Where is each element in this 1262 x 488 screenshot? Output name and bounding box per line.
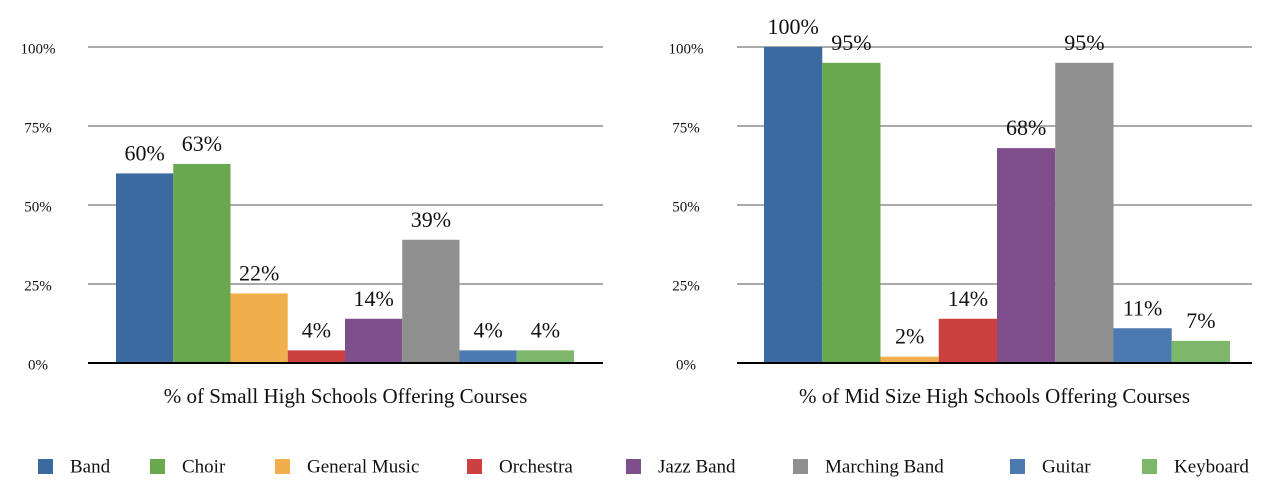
legend-swatch [1142, 459, 1157, 474]
bar [459, 350, 517, 363]
x-axis-label: % of Small High Schools Offering Courses [164, 384, 528, 408]
legend-label: Jazz Band [658, 456, 736, 477]
bar [822, 62, 881, 364]
bar [880, 356, 939, 363]
bar [345, 318, 403, 363]
value-label: 68% [1006, 115, 1046, 140]
value-label: 4% [473, 317, 502, 342]
y-tick-label: 0% [28, 357, 48, 373]
value-label: 14% [353, 286, 393, 311]
legend-label: General Music [307, 456, 419, 477]
y-tick-label: 25% [24, 278, 52, 294]
value-label: 11% [1123, 295, 1163, 320]
bar [516, 350, 574, 363]
value-label: 100% [767, 14, 818, 39]
value-label: 22% [239, 261, 279, 286]
value-label: 95% [831, 30, 871, 55]
bar [764, 47, 823, 363]
value-label: 2% [895, 324, 924, 349]
bar [1113, 328, 1172, 363]
legend-label: Band [70, 456, 111, 477]
bar [230, 293, 288, 363]
value-label: 60% [124, 140, 164, 165]
bar [1171, 340, 1230, 363]
bar [1055, 62, 1114, 364]
y-tick-label: 100% [669, 41, 704, 57]
legend-swatch [275, 459, 290, 474]
value-label: 14% [948, 286, 988, 311]
y-tick-label: 50% [672, 199, 700, 215]
y-tick-label: 25% [672, 278, 700, 294]
y-tick-label: 100% [21, 41, 56, 57]
value-label: 7% [1186, 308, 1215, 333]
value-label: 4% [531, 317, 560, 342]
legend-label: Marching Band [825, 456, 944, 477]
bar [997, 148, 1056, 363]
legend-swatch [150, 459, 165, 474]
bar [287, 350, 345, 363]
bar [938, 318, 997, 363]
legend-swatch [1010, 459, 1025, 474]
y-tick-label: 0% [676, 357, 696, 373]
legend-label: Keyboard [1174, 456, 1249, 477]
legend-swatch [38, 459, 53, 474]
y-tick-label: 75% [672, 120, 700, 136]
bar [173, 163, 231, 363]
value-label: 39% [411, 207, 451, 232]
legend-label: Guitar [1042, 456, 1091, 477]
legend-swatch [467, 459, 482, 474]
bar [116, 173, 174, 363]
legend-label: Orchestra [499, 456, 573, 477]
x-axis-label: % of Mid Size High Schools Offering Cour… [799, 384, 1190, 408]
legend-swatch [793, 459, 808, 474]
y-tick-label: 50% [24, 199, 52, 215]
legend-label: Choir [182, 456, 226, 477]
legend-swatch [626, 459, 641, 474]
bar [402, 239, 460, 363]
y-tick-label: 75% [24, 120, 52, 136]
value-label: 4% [302, 317, 331, 342]
value-label: 95% [1064, 30, 1104, 55]
value-label: 63% [182, 131, 222, 156]
